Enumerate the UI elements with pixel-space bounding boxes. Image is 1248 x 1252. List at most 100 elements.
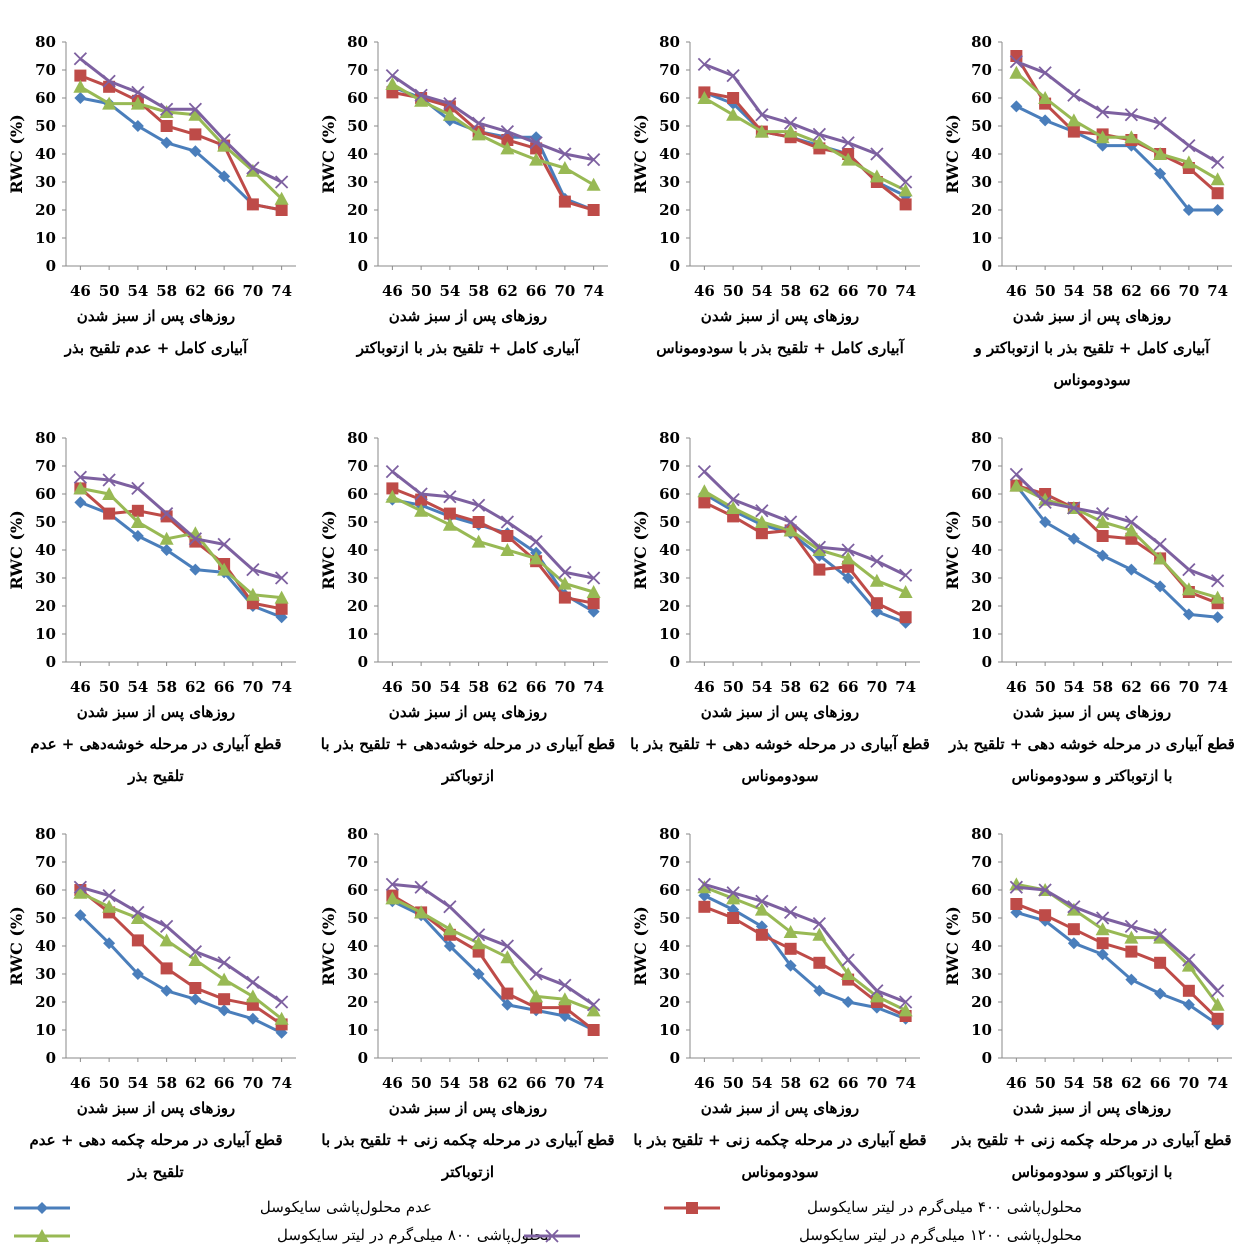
x-tick-label: 66 [1150, 678, 1171, 696]
series-1 [1010, 100, 1224, 216]
data-point [73, 470, 88, 484]
data-point [697, 464, 712, 479]
data-point [217, 956, 231, 970]
data-point [697, 484, 712, 498]
series-4 [697, 877, 913, 1009]
x-tick-label: 58 [468, 678, 489, 696]
panel-caption: آبیاری کامل + تلقیح بذر با ازتوباکتر [356, 339, 580, 357]
x-tick-label: 54 [1063, 282, 1084, 300]
data-point [73, 79, 88, 93]
data-point [1181, 958, 1196, 972]
y-tick-label: 10 [971, 1021, 992, 1039]
legend-item: محلول‌پاشی ۸۰۰ میلی‌گرم در لیتر سایکوسل [12, 1224, 552, 1250]
panel-caption: ازتوباکتر [441, 767, 495, 785]
x-tick-label: 54 [751, 282, 772, 300]
y-tick-label: 40 [971, 937, 992, 955]
chart-panel: 0 10 20 30 40 50 60 70 80 46 50 54 58 62 66 70 74 RWC (%)… [936, 396, 1248, 792]
panel-caption: آبیاری کامل + عدم تلقیح بذر [64, 339, 248, 357]
data-point [73, 52, 88, 66]
data-point [246, 1012, 259, 1025]
y-tick-label: 60 [35, 485, 56, 503]
data-point [103, 507, 116, 520]
x-axis-label: روزهای پس از سبز شدن [76, 1099, 236, 1117]
data-point [1211, 611, 1224, 624]
data-point [726, 501, 741, 514]
y-tick-label: 50 [347, 117, 368, 135]
y-tick-label: 40 [35, 145, 56, 163]
data-point [754, 124, 769, 138]
data-point [841, 967, 856, 980]
data-point [159, 105, 174, 118]
data-point [1181, 155, 1196, 169]
data-point [1125, 563, 1138, 576]
y-tick-label: 10 [347, 1021, 368, 1039]
data-point [812, 540, 827, 554]
x-tick-label: 46 [1006, 678, 1027, 696]
x-tick-label: 66 [526, 282, 547, 300]
data-point [217, 133, 231, 147]
y-axis-label: RWC (%) [7, 114, 26, 194]
legend-marker [35, 1229, 49, 1242]
y-tick-label: 20 [659, 993, 680, 1011]
chart-plot: 0 10 20 30 40 50 60 70 80 46 50 54 58 62 66 70 74 RWC (%) [943, 825, 1232, 1092]
data-point [1067, 937, 1080, 950]
y-tick-label: 0 [982, 653, 992, 671]
data-point [274, 1011, 289, 1025]
x-tick-label: 58 [468, 282, 489, 300]
data-point [755, 928, 768, 941]
y-tick-label: 50 [35, 117, 56, 135]
x-tick-label: 66 [214, 282, 235, 300]
y-tick-label: 20 [347, 993, 368, 1011]
panel-caption: قطع آبیاری در مرحله خوشه دهی + تلقیح بذر… [630, 735, 930, 753]
data-point [898, 995, 913, 1009]
data-point [899, 611, 912, 624]
y-tick-label: 20 [971, 993, 992, 1011]
x-tick-label: 62 [809, 1074, 830, 1092]
data-point [1182, 953, 1196, 967]
y-tick-label: 60 [971, 485, 992, 503]
y-tick-label: 60 [659, 485, 680, 503]
data-point [188, 944, 203, 959]
panel-caption: قطع آبیاری در مرحله خوشه‌دهی + عدم [30, 735, 282, 753]
data-point [1067, 923, 1080, 936]
x-tick-label: 50 [1035, 282, 1056, 300]
x-tick-label: 58 [156, 282, 177, 300]
panel-caption: آبیاری کامل + تلقیح بذر با سودوموناس [656, 339, 904, 357]
data-point [1124, 515, 1139, 529]
y-axis-label: RWC (%) [943, 906, 962, 986]
data-point [898, 585, 913, 598]
data-point [587, 204, 600, 216]
chart-panel: 0 10 20 30 40 50 60 70 80 46 50 54 58 62 66 70 74 RWC (%)… [936, 0, 1248, 396]
data-point [783, 124, 798, 138]
data-point [1153, 116, 1167, 130]
x-tick-label: 58 [468, 1074, 489, 1092]
y-tick-label: 10 [35, 625, 56, 643]
y-axis-label: RWC (%) [319, 114, 338, 194]
data-point [557, 161, 572, 174]
data-point [1096, 549, 1109, 562]
data-point [784, 942, 797, 955]
series-2 [74, 69, 288, 216]
data-point [1210, 997, 1225, 1011]
x-tick-label: 66 [526, 678, 547, 696]
data-point [102, 487, 117, 500]
data-point [501, 530, 514, 542]
data-point [501, 998, 514, 1011]
data-point [755, 894, 769, 908]
data-point [841, 136, 855, 150]
data-point [442, 922, 457, 936]
data-point [1210, 590, 1225, 604]
series-4 [385, 877, 601, 1012]
series-line [1015, 484, 1219, 600]
y-tick-label: 20 [659, 597, 680, 615]
panel-caption: آبیاری کامل + تلقیح بذر با ازتوباکتر و [974, 339, 1210, 357]
x-tick-label: 74 [583, 678, 604, 696]
legend-item: عدم محلول‌پاشی سایکوسل [12, 1196, 432, 1222]
y-tick-label: 30 [971, 569, 992, 587]
data-point [558, 147, 572, 161]
legend-swatch [524, 1229, 580, 1243]
y-tick-label: 20 [659, 201, 680, 219]
data-point [385, 877, 400, 892]
data-point [783, 116, 798, 130]
series-3 [385, 77, 601, 191]
